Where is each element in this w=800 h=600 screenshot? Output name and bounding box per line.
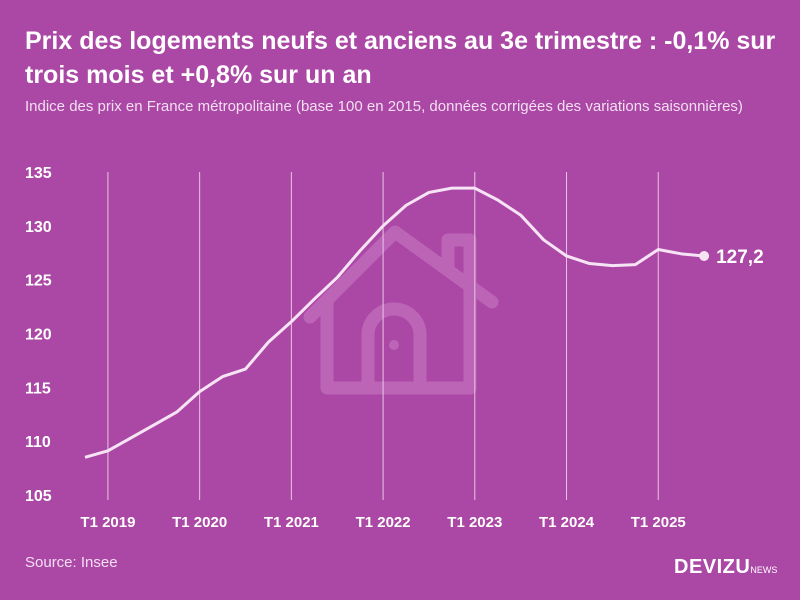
- y-tick-label: 110: [25, 434, 51, 451]
- last-value-label: 127,2: [716, 247, 764, 268]
- last-point-marker: [699, 250, 710, 261]
- price-index-line: [84, 186, 705, 459]
- chart-title: Prix des logements neufs et anciens au 3…: [25, 27, 776, 89]
- logo-main: DEVIZU: [674, 556, 751, 578]
- house-watermark-icon: [303, 225, 499, 395]
- x-tick-label: T1 2019: [80, 514, 135, 531]
- devizu-logo: DEVIZUNEWS: [674, 556, 777, 579]
- y-tick-label: 105: [25, 488, 52, 505]
- y-tick-label: 135: [25, 165, 52, 182]
- x-tick-label: T1 2024: [539, 514, 595, 531]
- y-tick-label: 115: [25, 380, 51, 397]
- x-tick-label: T1 2020: [172, 514, 227, 531]
- logo-sub: NEWS: [750, 565, 778, 575]
- y-tick-label: 130: [25, 219, 52, 236]
- y-tick-label: 125: [25, 273, 52, 290]
- y-tick-label: 120: [25, 327, 52, 344]
- x-tick-label: T1 2021: [264, 514, 319, 531]
- x-tick-label: T1 2022: [356, 514, 411, 531]
- chart-subtitle: Indice des prix en France métropolitaine…: [25, 98, 743, 115]
- x-tick-label: T1 2023: [447, 514, 502, 531]
- source-note: Source: Insee: [25, 554, 118, 571]
- x-tick-label: T1 2025: [631, 514, 686, 531]
